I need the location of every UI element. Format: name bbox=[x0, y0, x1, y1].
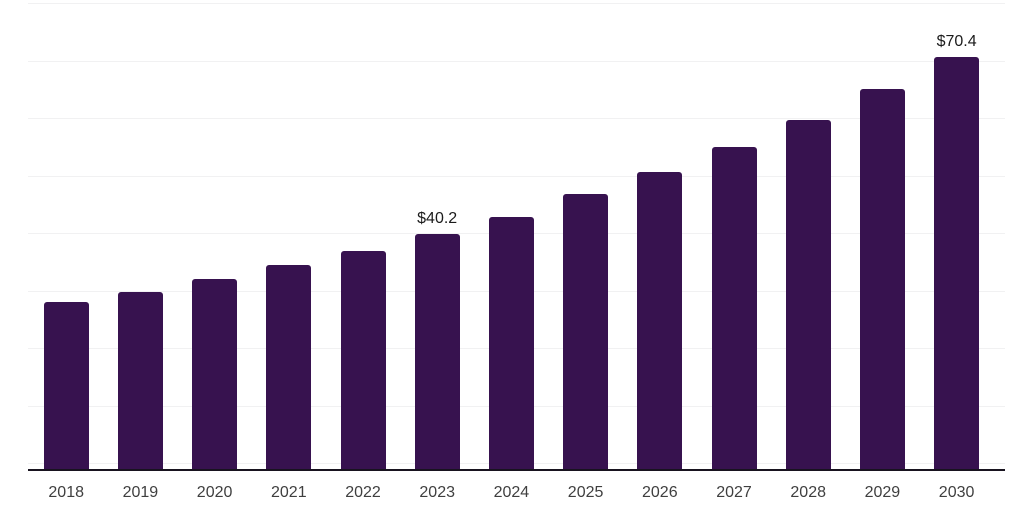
x-tick-label-2023: 2023 bbox=[419, 484, 455, 501]
bar-2020 bbox=[192, 279, 238, 470]
gridline bbox=[28, 60, 1005, 62]
gridline bbox=[28, 3, 1005, 4]
x-tick-label-2019: 2019 bbox=[122, 484, 159, 501]
bar-2018 bbox=[43, 301, 89, 470]
value-label-2030: $70.4 bbox=[936, 32, 977, 50]
bar-2025 bbox=[563, 194, 609, 470]
bar-2027 bbox=[711, 147, 757, 470]
x-tick-label-2030: 2030 bbox=[938, 484, 975, 501]
bar-2024 bbox=[488, 216, 534, 470]
x-axis-line bbox=[28, 469, 1005, 471]
gridline bbox=[28, 118, 1005, 119]
x-tick-label-2022: 2022 bbox=[345, 484, 381, 501]
bar-2029 bbox=[859, 89, 905, 470]
x-tick-label-2018: 2018 bbox=[48, 484, 84, 501]
x-tick-label-2028: 2028 bbox=[790, 484, 826, 501]
bar-2030 bbox=[934, 56, 980, 470]
x-tick-label-2027: 2027 bbox=[716, 484, 752, 501]
value-label-2023: $40.2 bbox=[417, 210, 458, 228]
x-tick-label-2020: 2020 bbox=[196, 484, 233, 501]
gridline bbox=[28, 175, 1005, 177]
bar-2028 bbox=[785, 120, 831, 470]
bar-2026 bbox=[637, 171, 683, 470]
x-tick-label-2029: 2029 bbox=[864, 484, 901, 501]
bar-2022 bbox=[340, 251, 386, 470]
bar-2023 bbox=[414, 234, 460, 470]
x-tick-label-2025: 2025 bbox=[567, 484, 604, 501]
x-tick-label-2021: 2021 bbox=[271, 484, 307, 501]
bar-2021 bbox=[266, 264, 312, 470]
bar-2019 bbox=[117, 292, 163, 470]
x-tick-label-2024: 2024 bbox=[493, 484, 530, 501]
x-tick-label-2026: 2026 bbox=[642, 484, 678, 501]
